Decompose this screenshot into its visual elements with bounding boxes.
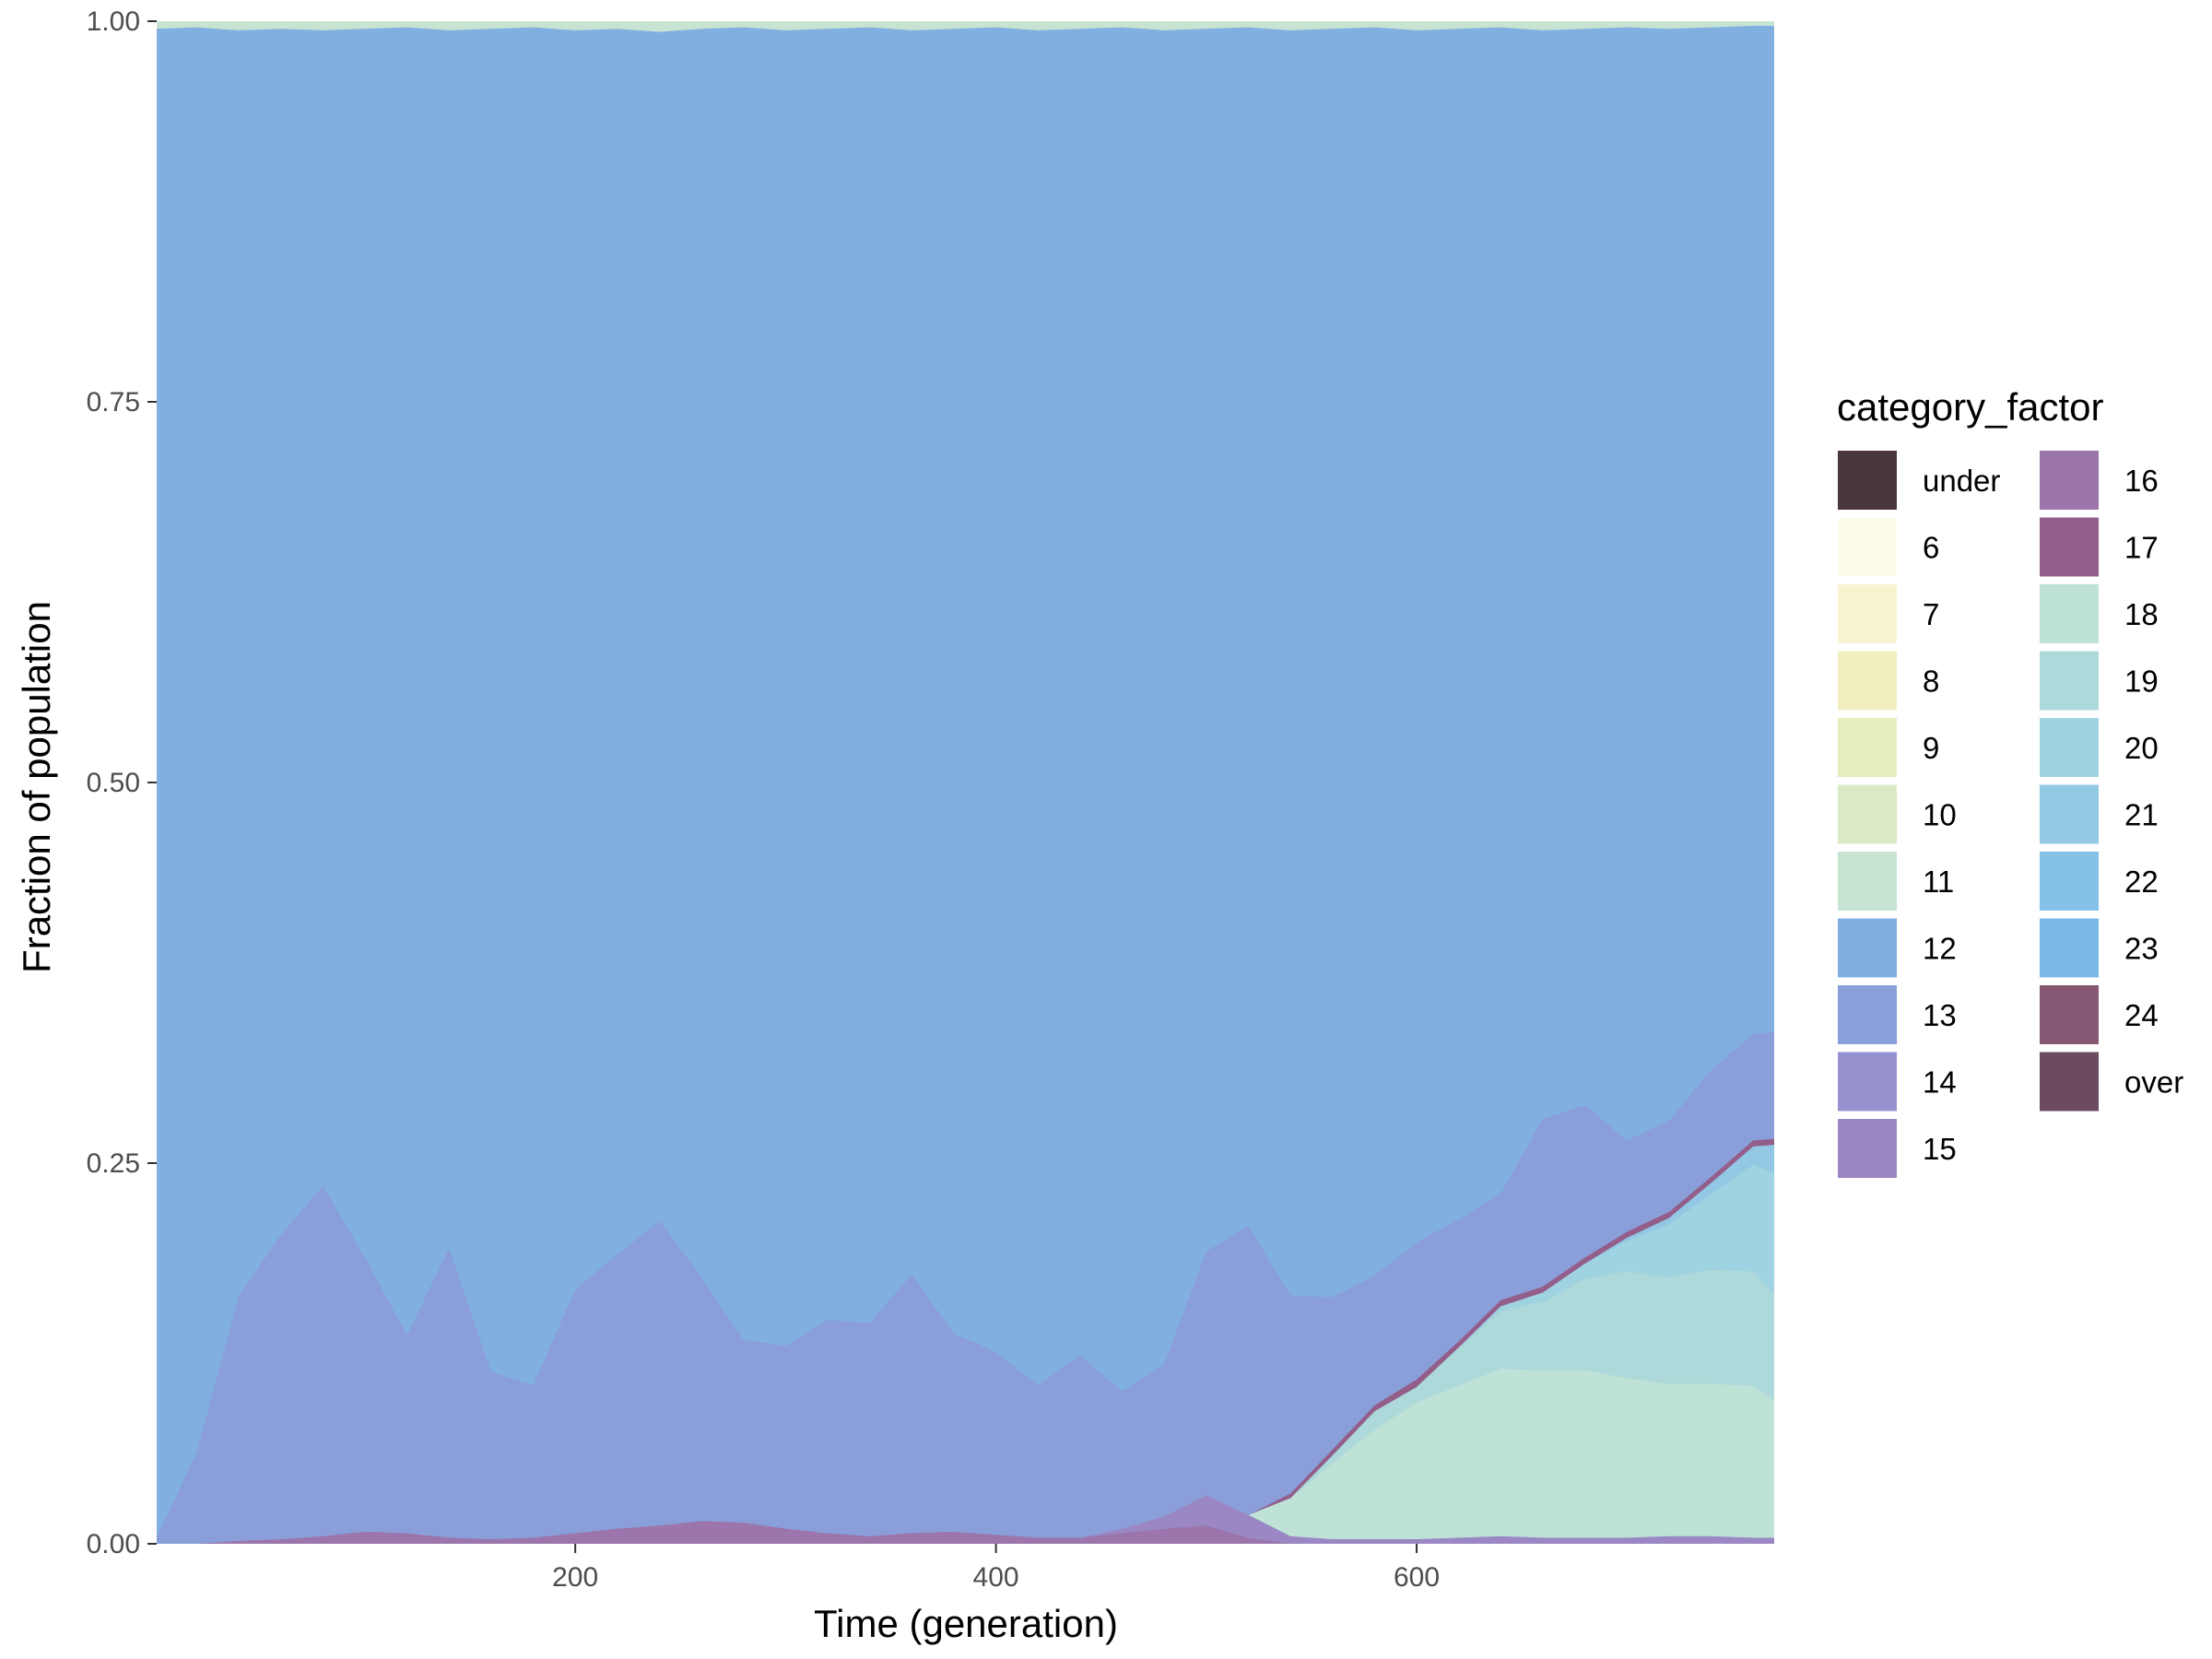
legend-label: 19: [2124, 665, 2159, 699]
legend-swatch: [1836, 850, 1899, 912]
legend-entry-22: 22: [2038, 850, 2159, 912]
legend-entry-18: 18: [2038, 582, 2159, 645]
legend-label: 13: [1923, 998, 1957, 1032]
legend-entry-over: over: [2038, 1050, 2183, 1113]
legend-swatch: [1836, 515, 1899, 579]
legend-label: 20: [2124, 731, 2159, 765]
y-axis-ticks: 0.00 0.25 0.50 0.75 1.00: [87, 6, 157, 1559]
legend-swatch: [2038, 850, 2100, 912]
legend-entry-21: 21: [2038, 782, 2159, 846]
legend-label: 9: [1923, 731, 1939, 765]
legend-swatch: [1836, 582, 1899, 645]
legend-swatch: [2038, 983, 2100, 1046]
legend-swatch: [1836, 782, 1899, 846]
legend-swatch: [1836, 916, 1899, 980]
legend-label: 8: [1923, 665, 1939, 699]
legend-label: under: [1923, 464, 2000, 498]
legend-swatch: [2038, 716, 2100, 779]
plot-area: [157, 21, 1774, 1544]
legend-title: category_factor: [1837, 385, 2104, 429]
area-series-19: [157, 1269, 1774, 1544]
legend-entry-16: 16: [2038, 449, 2159, 512]
legend-swatch: [2038, 515, 2100, 579]
legend: category_factor under 6 7 8 9 10 11 12 13 14 15 16 1…: [1836, 385, 2183, 1180]
legend-swatch: [1836, 1050, 1899, 1113]
legend-entry-15: 15: [1836, 1117, 1957, 1180]
legend-label: 23: [2124, 932, 2159, 966]
legend-label: 6: [1923, 531, 1939, 565]
legend-swatch: [2038, 649, 2100, 712]
legend-entry-24: 24: [2038, 983, 2159, 1046]
x-axis-ticks: 200 400 600: [552, 1544, 1440, 1593]
legend-entry-under: under: [1836, 449, 2000, 512]
legend-label: 14: [1923, 1065, 1957, 1100]
legend-label: 17: [2124, 531, 2159, 565]
legend-entry-7: 7: [1836, 582, 1939, 645]
area-series-11: [157, 21, 1774, 32]
legend-swatch: [1836, 983, 1899, 1046]
axes: 200 400 600 0.00 0.25 0.50 0.75 1.00: [87, 6, 1440, 1593]
legend-entry-9: 9: [1836, 716, 1939, 779]
legend-entry-20: 20: [2038, 716, 2159, 779]
legend-label: 12: [1923, 932, 1957, 966]
legend-entry-6: 6: [1836, 515, 1939, 579]
legend-label: 11: [1923, 865, 1954, 899]
legend-entry-13: 13: [1836, 983, 1957, 1046]
legend-entry-17: 17: [2038, 515, 2159, 579]
legend-label: 10: [1923, 798, 1957, 832]
legend-entry-11: 11: [1836, 850, 1954, 912]
legend-swatch: [2038, 782, 2100, 846]
legend-label: 16: [2124, 464, 2159, 498]
legend-swatch: [2038, 582, 2100, 645]
area-series-13: [157, 1031, 1774, 1544]
area-series-15: [157, 1495, 1774, 1544]
legend-entry-19: 19: [2038, 649, 2159, 712]
legend-swatch: [2038, 1050, 2100, 1113]
legend-entry-14: 14: [1836, 1050, 1957, 1113]
x-axis-title: Time (generation): [814, 1602, 1118, 1645]
area-series-16: [157, 1521, 1774, 1544]
legend-swatch: [1836, 649, 1899, 712]
legend-label: over: [2124, 1065, 2183, 1100]
legend-entry-12: 12: [1836, 916, 1957, 980]
legend-entry-23: 23: [2038, 916, 2159, 980]
y-tick-label: 1.00: [87, 6, 140, 37]
legend-swatch: [2038, 449, 2100, 512]
legend-label: 18: [2124, 597, 2159, 631]
legend-label: 24: [2124, 998, 2159, 1032]
x-tick-label: 600: [1394, 1562, 1440, 1593]
legend-entry-8: 8: [1836, 649, 1939, 712]
legend-swatch: [2038, 916, 2100, 980]
x-tick-label: 200: [552, 1562, 598, 1593]
legend-label: 22: [2124, 865, 2159, 899]
legend-label: 21: [2124, 798, 2159, 832]
legend-swatch: [1836, 1117, 1899, 1180]
legend-label: 7: [1923, 597, 1939, 631]
y-tick-label: 0.25: [87, 1148, 140, 1179]
y-tick-label: 0.00: [87, 1529, 140, 1559]
area-series-18: [157, 1369, 1774, 1544]
legend-swatch: [1836, 716, 1899, 779]
y-axis-title: Fraction of population: [15, 601, 58, 973]
legend-swatch: [1836, 449, 1899, 512]
y-tick-label: 0.50: [87, 768, 140, 798]
y-tick-label: 0.75: [87, 387, 140, 418]
legend-label: 15: [1923, 1132, 1957, 1166]
legend-entry-10: 10: [1836, 782, 1957, 846]
legend-items: under 6 7 8 9 10 11 12 13 14 15 16 17 18 19 20 21 22 23 24 o…: [1836, 449, 2183, 1180]
x-tick-label: 400: [973, 1562, 1019, 1593]
